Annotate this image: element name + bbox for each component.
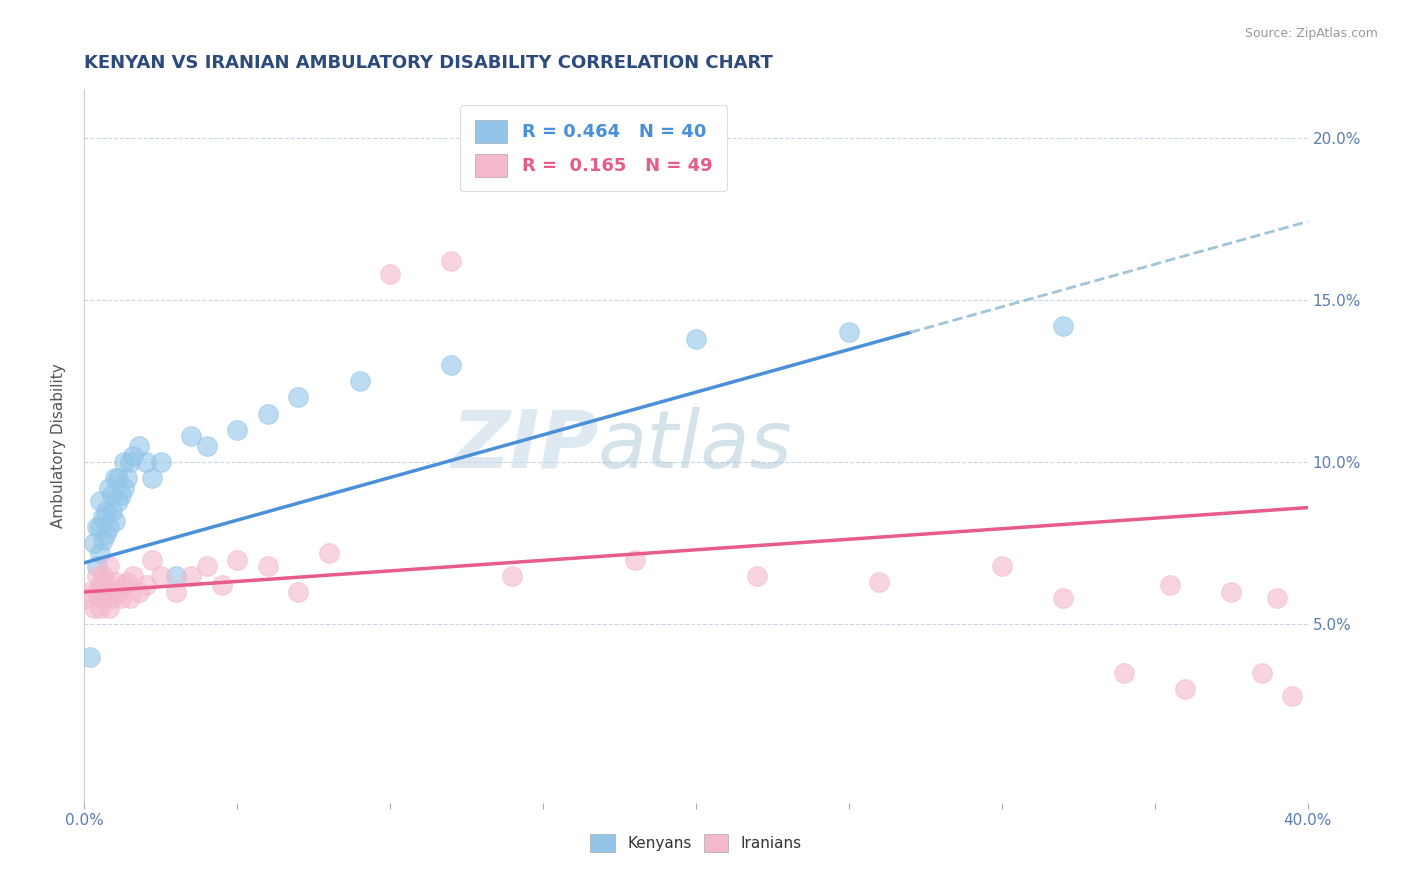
Point xyxy=(502,568,524,582)
Point xyxy=(97,559,120,574)
Point xyxy=(869,575,891,590)
Point xyxy=(120,591,142,606)
Point xyxy=(94,526,117,541)
Point xyxy=(79,649,101,664)
Point xyxy=(991,559,1014,574)
Point xyxy=(101,504,124,518)
Text: ZIP: ZIP xyxy=(451,407,598,485)
Point xyxy=(76,591,98,606)
Point xyxy=(440,358,463,372)
Point xyxy=(195,559,218,574)
Point xyxy=(128,585,150,599)
Point xyxy=(104,471,127,485)
Point xyxy=(165,585,187,599)
Point xyxy=(122,568,145,582)
Point xyxy=(838,326,860,340)
Point xyxy=(107,585,129,599)
Point xyxy=(89,601,111,615)
Point xyxy=(287,585,309,599)
Point xyxy=(318,546,340,560)
Point xyxy=(440,254,463,268)
Point xyxy=(104,575,127,590)
Point xyxy=(1281,689,1303,703)
Point xyxy=(349,374,371,388)
Point xyxy=(1114,666,1136,681)
Point xyxy=(86,568,108,582)
Point xyxy=(112,455,135,469)
Legend: Kenyans, Iranians: Kenyans, Iranians xyxy=(583,827,808,859)
Point xyxy=(1052,591,1074,606)
Point xyxy=(91,591,114,606)
Point xyxy=(97,520,120,534)
Point xyxy=(1220,585,1243,599)
Point xyxy=(624,552,647,566)
Point xyxy=(685,332,707,346)
Point xyxy=(380,267,402,281)
Y-axis label: Ambulatory Disability: Ambulatory Disability xyxy=(51,364,66,528)
Point xyxy=(135,578,157,592)
Point xyxy=(141,552,163,566)
Point xyxy=(120,455,142,469)
Point xyxy=(115,471,138,485)
Point xyxy=(195,439,218,453)
Point xyxy=(112,578,135,592)
Point xyxy=(79,585,101,599)
Point xyxy=(97,481,120,495)
Point xyxy=(141,471,163,485)
Point xyxy=(101,488,124,502)
Point xyxy=(180,429,202,443)
Point xyxy=(1052,318,1074,333)
Point xyxy=(287,390,309,404)
Point xyxy=(91,568,114,582)
Point xyxy=(122,449,145,463)
Point xyxy=(101,585,124,599)
Point xyxy=(128,439,150,453)
Point xyxy=(110,591,132,606)
Point xyxy=(104,514,127,528)
Point xyxy=(89,546,111,560)
Point xyxy=(89,520,111,534)
Point xyxy=(112,481,135,495)
Point xyxy=(257,559,280,574)
Point xyxy=(1159,578,1181,592)
Point xyxy=(86,585,108,599)
Point xyxy=(747,568,769,582)
Point xyxy=(83,536,105,550)
Point xyxy=(94,585,117,599)
Point xyxy=(257,407,280,421)
Point xyxy=(226,423,249,437)
Point xyxy=(1265,591,1288,606)
Point xyxy=(180,568,202,582)
Point xyxy=(94,504,117,518)
Point xyxy=(97,601,120,615)
Point xyxy=(149,455,172,469)
Point xyxy=(211,578,233,592)
Text: KENYAN VS IRANIAN AMBULATORY DISABILITY CORRELATION CHART: KENYAN VS IRANIAN AMBULATORY DISABILITY … xyxy=(84,54,773,72)
Point xyxy=(91,533,114,547)
Point xyxy=(226,552,249,566)
Point xyxy=(1250,666,1272,681)
Point xyxy=(107,471,129,485)
Point xyxy=(91,510,114,524)
Point xyxy=(89,578,111,592)
Text: Source: ZipAtlas.com: Source: ZipAtlas.com xyxy=(1244,27,1378,40)
Point xyxy=(86,520,108,534)
Point xyxy=(149,568,172,582)
Text: atlas: atlas xyxy=(598,407,793,485)
Point xyxy=(83,601,105,615)
Point xyxy=(135,455,157,469)
Point xyxy=(86,559,108,574)
Point xyxy=(107,494,129,508)
Point xyxy=(101,591,124,606)
Point xyxy=(89,494,111,508)
Point xyxy=(1174,682,1197,697)
Point xyxy=(165,568,187,582)
Point xyxy=(115,575,138,590)
Point xyxy=(94,575,117,590)
Point xyxy=(110,488,132,502)
